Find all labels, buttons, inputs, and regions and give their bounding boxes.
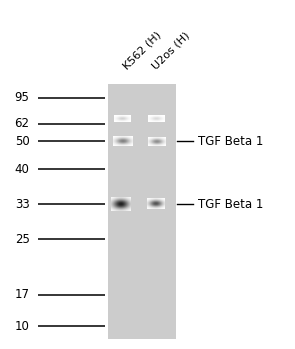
Text: 33: 33 [15, 198, 30, 211]
Bar [108, 84, 176, 339]
Text: 17: 17 [14, 288, 30, 302]
Text: 10: 10 [15, 320, 30, 333]
Text: 25: 25 [15, 232, 30, 246]
Text: 40: 40 [15, 163, 30, 176]
Text: K562 (H): K562 (H) [121, 30, 163, 72]
Text: 95: 95 [15, 91, 30, 104]
Text: TGF Beta 1: TGF Beta 1 [198, 198, 263, 211]
Text: TGF Beta 1: TGF Beta 1 [198, 135, 263, 148]
Text: U2os (H): U2os (H) [151, 30, 192, 72]
Text: 50: 50 [15, 135, 30, 148]
Text: 62: 62 [14, 117, 30, 131]
